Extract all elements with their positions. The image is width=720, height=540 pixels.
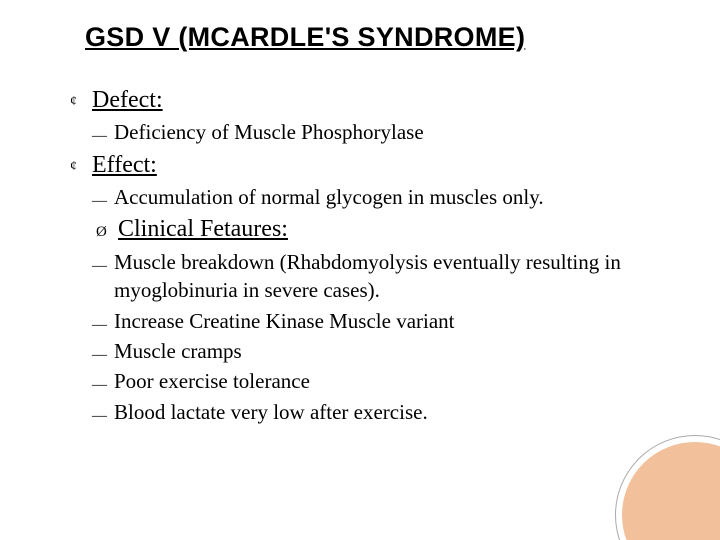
list-item: — Poor exercise tolerance [92, 367, 660, 395]
bullet-icon: — [92, 345, 114, 365]
bullet-icon: — [92, 126, 114, 146]
bullet-icon: Ø [96, 222, 118, 242]
list-item: — Increase Creatine Kinase Muscle varian… [92, 307, 660, 335]
bullet-icon: — [92, 315, 114, 335]
section-heading-clinical: Ø Clinical Fetaures: [96, 213, 660, 245]
heading-text: Effect: [92, 149, 157, 181]
list-item: — Deficiency of Muscle Phosphorylase [92, 118, 660, 146]
list-item: — Muscle breakdown (Rhabdomyolysis event… [92, 248, 660, 305]
bullet-icon: — [92, 191, 114, 211]
item-text: Deficiency of Muscle Phosphorylase [114, 118, 660, 146]
bullet-icon: — [92, 256, 114, 276]
heading-text: Clinical Fetaures: [118, 213, 288, 245]
slide-title: GSD V (MCARDLE'S SYNDROME) [85, 22, 525, 53]
item-text: Muscle cramps [114, 337, 660, 365]
slide-body: ¢ Defect: — Deficiency of Muscle Phospho… [70, 84, 660, 428]
heading-text: Defect: [92, 84, 163, 116]
slide: GSD V (MCARDLE'S SYNDROME) ¢ Defect: — D… [0, 0, 720, 540]
list-item: — Blood lactate very low after exercise. [92, 398, 660, 426]
item-text: Accumulation of normal glycogen in muscl… [114, 183, 660, 211]
bullet-icon: — [92, 375, 114, 395]
list-item: — Muscle cramps [92, 337, 660, 365]
bullet-icon: ¢ [70, 93, 92, 112]
bullet-icon: — [92, 406, 114, 426]
item-text: Poor exercise tolerance [114, 367, 660, 395]
item-text: Muscle breakdown (Rhabdomyolysis eventua… [114, 248, 660, 305]
bullet-icon: ¢ [70, 158, 92, 177]
item-text: Increase Creatine Kinase Muscle variant [114, 307, 660, 335]
section-heading-effect: ¢ Effect: [70, 149, 660, 181]
accent-circle [615, 435, 720, 540]
item-text: Blood lactate very low after exercise. [114, 398, 660, 426]
section-heading-defect: ¢ Defect: [70, 84, 660, 116]
list-item: — Accumulation of normal glycogen in mus… [92, 183, 660, 211]
